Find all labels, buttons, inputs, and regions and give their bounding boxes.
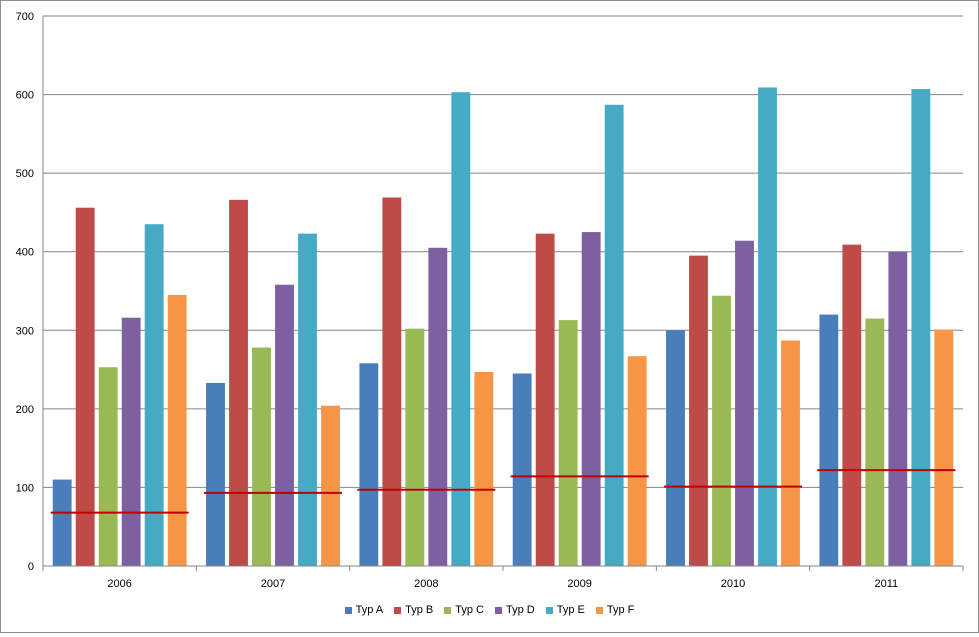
legend-item: Typ D [495, 604, 535, 616]
legend-swatch [595, 606, 603, 614]
legend-swatch [394, 606, 402, 614]
x-tick-label: 2011 [875, 578, 899, 590]
bar-typ-f-2006 [167, 294, 187, 566]
bar-typ-d-2006 [121, 317, 141, 566]
bar-typ-c-2009 [558, 320, 578, 566]
y-tick-label: 0 [28, 561, 34, 573]
bar-typ-e-2008 [451, 92, 471, 566]
bar-typ-b-2008 [382, 197, 402, 566]
y-tick-label: 600 [16, 90, 34, 102]
bar-typ-c-2010 [712, 295, 731, 566]
legend-item: Typ B [394, 604, 433, 616]
bar-typ-d-2010 [735, 240, 754, 566]
bar-typ-a-2008 [359, 363, 379, 566]
legend-label: Typ A [355, 604, 384, 616]
legend-swatch [495, 606, 502, 614]
legend-item: Typ C [444, 604, 484, 616]
y-tick-label: 100 [16, 482, 34, 494]
y-tick-label: 500 [16, 168, 34, 180]
bar-typ-a-2010 [666, 330, 685, 566]
y-tick-label: 300 [16, 325, 34, 337]
x-tick-label: 2008 [414, 578, 438, 590]
bar-typ-b-2010 [689, 255, 708, 566]
legend-swatch [344, 606, 352, 614]
bar-typ-e-2007 [298, 233, 317, 566]
bar-typ-e-2009 [604, 104, 624, 567]
bar-typ-f-2008 [474, 371, 494, 566]
bar-typ-d-2011 [888, 251, 908, 566]
bar-typ-e-2006 [144, 224, 164, 566]
bar-typ-a-2011 [819, 314, 839, 566]
y-tick-label: 200 [16, 404, 34, 416]
bar-typ-b-2006 [75, 207, 95, 566]
legend-label: Typ D [506, 604, 535, 616]
y-tick-label: 700 [16, 11, 34, 23]
x-tick-label: 2007 [261, 578, 285, 590]
bar-typ-c-2007 [252, 347, 271, 566]
x-tick-label: 2009 [567, 578, 591, 590]
legend-swatch [545, 606, 553, 614]
bar-typ-c-2008 [405, 328, 425, 566]
legend-label: Typ B [405, 604, 434, 616]
bar-typ-c-2011 [865, 318, 885, 566]
bar-typ-d-2007 [275, 284, 294, 566]
legend-label: Typ E [556, 604, 585, 616]
legend-label: Typ C [455, 604, 484, 616]
bar-typ-b-2011 [842, 244, 862, 566]
bar-typ-b-2009 [535, 233, 555, 566]
legend-label: Typ F [606, 604, 635, 616]
bar-typ-e-2010 [758, 87, 777, 566]
bar-typ-f-2009 [627, 356, 647, 566]
x-tick-label: 2006 [107, 578, 131, 590]
legend-swatch [444, 606, 452, 614]
bar-typ-a-2006 [52, 479, 72, 566]
x-tick-label: 2010 [721, 578, 745, 590]
bar-typ-a-2009 [512, 373, 532, 566]
bar-typ-d-2009 [581, 232, 601, 567]
bar-typ-f-2007 [321, 405, 340, 566]
bar-typ-b-2007 [229, 199, 248, 566]
legend-item: Typ A [344, 604, 384, 616]
legend-item: Typ E [545, 604, 585, 616]
bar-typ-f-2011 [934, 329, 954, 566]
bar-typ-c-2006 [98, 367, 118, 566]
bar-typ-a-2007 [206, 382, 225, 566]
legend-item: Typ F [595, 604, 635, 616]
chart-legend: Typ A Typ B Typ C Typ D Typ E Typ F [1, 604, 978, 616]
bar-typ-f-2010 [781, 340, 800, 566]
y-tick-label: 400 [16, 247, 34, 259]
bar-typ-d-2008 [428, 247, 448, 567]
bar-typ-e-2011 [911, 89, 931, 567]
